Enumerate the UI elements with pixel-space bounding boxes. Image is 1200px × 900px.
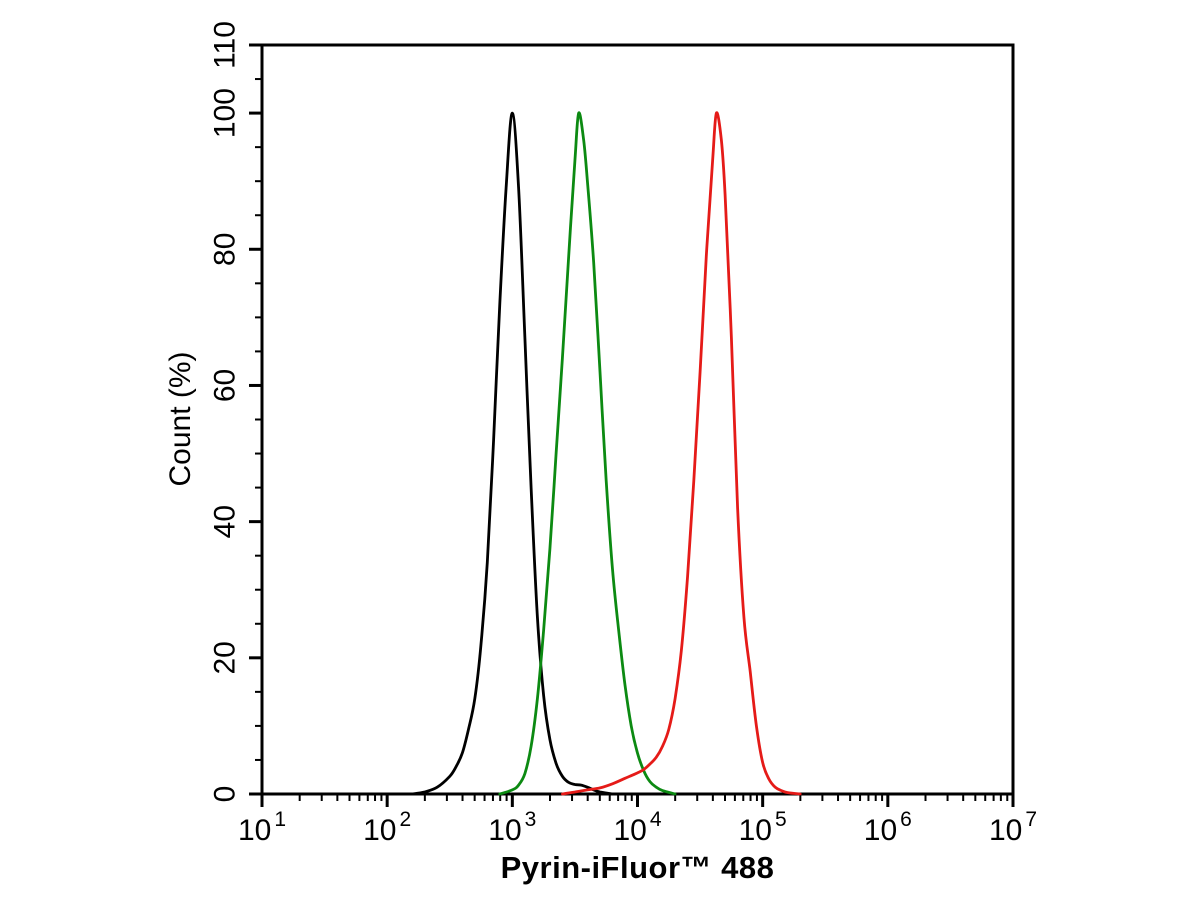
y-axis-title: Count (%) [164, 351, 197, 487]
series-green-curve [498, 111, 677, 796]
x-tick-label: 10 2 [363, 808, 411, 847]
x-tick-label: 10 5 [739, 808, 787, 847]
y-tick-label: 110 [209, 21, 242, 69]
x-tick-label: 10 1 [238, 808, 286, 847]
y-axis: 0 20 40 60 80 100 110 [209, 21, 262, 803]
x-axis: 10 1 10 2 10 3 10 4 10 5 10 6 10 7 [238, 794, 1037, 847]
y-tick-label: 80 [209, 233, 242, 266]
series-red-curve [561, 111, 802, 796]
x-tick-label: 10 3 [488, 808, 536, 847]
y-tick-label: 40 [209, 505, 242, 538]
y-tick-label: 60 [209, 369, 242, 402]
series-black-curve [410, 111, 614, 796]
x-tick-label: 10 7 [989, 808, 1037, 847]
x-tick-label: 10 6 [864, 808, 912, 847]
y-tick-label: 20 [209, 641, 242, 674]
y-tick-label: 100 [209, 88, 242, 138]
x-tick-label: 10 4 [613, 808, 661, 847]
x-axis-title: Pyrin-iFluor™ 488 [500, 850, 775, 885]
plot-frame [260, 43, 1015, 796]
y-tick-label: 0 [209, 786, 242, 803]
